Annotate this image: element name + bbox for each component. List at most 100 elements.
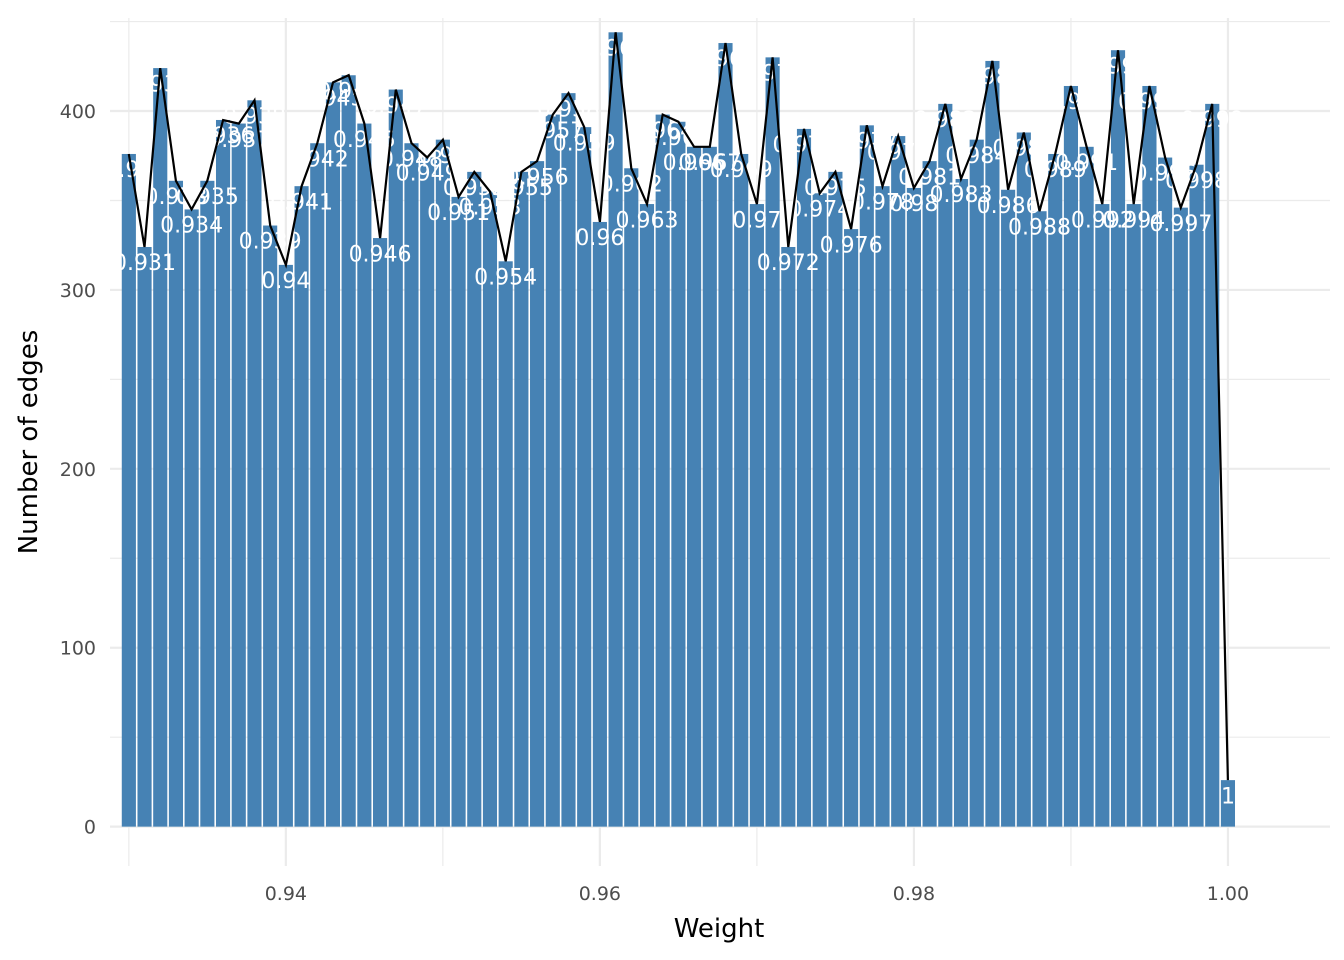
bar xyxy=(435,139,450,827)
bar xyxy=(781,246,796,827)
bar xyxy=(357,123,372,827)
bar-label: 0.979 xyxy=(867,140,930,165)
x-tick-label: 0.94 xyxy=(265,883,307,905)
bar xyxy=(294,186,309,827)
bar-label: 0.983 xyxy=(930,183,993,208)
bar-label: 0.954 xyxy=(474,266,537,291)
bar xyxy=(1063,85,1078,827)
bar-label: 0.978 xyxy=(851,190,914,215)
bar xyxy=(577,127,592,827)
bar xyxy=(137,246,152,827)
bar-label: 0.942 xyxy=(286,147,349,172)
bar-label: 0.996 xyxy=(1134,162,1197,187)
bar-label: 0.995 xyxy=(1118,90,1181,115)
bar xyxy=(325,82,341,827)
bar-label: 0.96 xyxy=(575,226,624,251)
bar xyxy=(341,75,356,827)
bar xyxy=(514,171,529,827)
bar xyxy=(482,191,498,827)
bar-label: 0.935 xyxy=(176,185,239,210)
bar xyxy=(922,161,937,827)
bar xyxy=(734,153,749,827)
y-tick-label: 0 xyxy=(84,817,96,839)
bar xyxy=(278,264,293,827)
bar xyxy=(749,204,764,827)
y-tick-label: 300 xyxy=(60,280,96,302)
bar xyxy=(1001,189,1016,827)
bar xyxy=(891,136,906,827)
bar xyxy=(796,128,812,827)
bar-label: 1 xyxy=(1221,784,1235,809)
bar-label: 0.98 xyxy=(889,192,938,217)
bar-label: 0.986 xyxy=(977,194,1040,219)
bar-label: 0.967 xyxy=(678,151,741,176)
bar xyxy=(1173,207,1188,827)
y-axis-ticks: 0 100 200 300 400 xyxy=(60,101,96,839)
bar xyxy=(718,43,733,827)
bar xyxy=(844,229,859,827)
bar-label: 0.97 xyxy=(732,208,781,233)
bar-label: 0.958 xyxy=(537,97,600,122)
bar-label: 0.962 xyxy=(600,172,663,197)
bar xyxy=(624,168,639,827)
bar-label: 0.968 xyxy=(694,47,757,72)
bar xyxy=(828,171,843,827)
count-line xyxy=(127,32,1229,781)
bar xyxy=(184,209,199,827)
bar xyxy=(639,204,655,827)
bar xyxy=(561,93,576,827)
bar xyxy=(153,68,168,827)
bar xyxy=(1158,157,1173,827)
bar-label: 0.955 xyxy=(490,176,553,201)
bar-label: 0.953 xyxy=(458,196,521,221)
bar-label: 0.93 xyxy=(104,158,153,183)
y-axis-title: Number of edges xyxy=(14,330,44,555)
bar-label: 0.934 xyxy=(160,214,223,239)
bar-label: 0.992 xyxy=(1071,208,1134,233)
bar-label: 0.949 xyxy=(396,162,459,187)
bar xyxy=(906,187,921,827)
bar xyxy=(451,196,466,827)
bar xyxy=(859,125,874,827)
bars xyxy=(121,32,1236,827)
bar-label: 0.951 xyxy=(427,201,490,226)
x-axis-title: Weight xyxy=(674,914,765,944)
bar xyxy=(215,119,231,827)
bar xyxy=(985,60,1000,827)
bar-label: 0.936 xyxy=(192,124,255,149)
bar-label: 0.946 xyxy=(349,242,412,267)
bar xyxy=(671,121,686,827)
bar-label: 0.994 xyxy=(1102,208,1165,233)
bar xyxy=(231,123,246,827)
bar xyxy=(420,157,435,827)
bar-label: 0.973 xyxy=(773,133,836,158)
bar-label: 0.974 xyxy=(788,198,851,223)
bar-label: 0.945 xyxy=(333,128,396,153)
bar-label: 0.966 xyxy=(663,151,726,176)
bar xyxy=(1220,780,1236,827)
bar xyxy=(498,261,513,827)
x-tick-label: 0.96 xyxy=(579,883,621,905)
bar-label: 0.989 xyxy=(1024,158,1087,183)
bar xyxy=(812,193,827,827)
bar xyxy=(545,114,560,827)
bar xyxy=(608,32,623,827)
bar xyxy=(655,114,670,827)
bar xyxy=(1016,132,1031,827)
bar xyxy=(1048,153,1063,827)
bar-labels: 0.930.9310.9320.9330.9340.9350.9360.9370… xyxy=(104,37,1243,810)
bar xyxy=(310,143,325,827)
y-tick-label: 400 xyxy=(60,101,96,123)
bar-label: 0.94 xyxy=(261,269,310,294)
bar-label: 0.972 xyxy=(757,251,820,276)
bar xyxy=(530,161,545,827)
bar-label: 0.982 xyxy=(914,108,977,133)
x-tick-label: 0.98 xyxy=(893,883,935,905)
bar-label: 0.977 xyxy=(835,130,898,155)
bar xyxy=(969,139,984,827)
bar xyxy=(938,103,953,827)
bar xyxy=(592,221,607,827)
bar xyxy=(1142,85,1157,827)
bar-label: 0.976 xyxy=(820,233,883,258)
bar-label: 0.969 xyxy=(710,158,773,183)
